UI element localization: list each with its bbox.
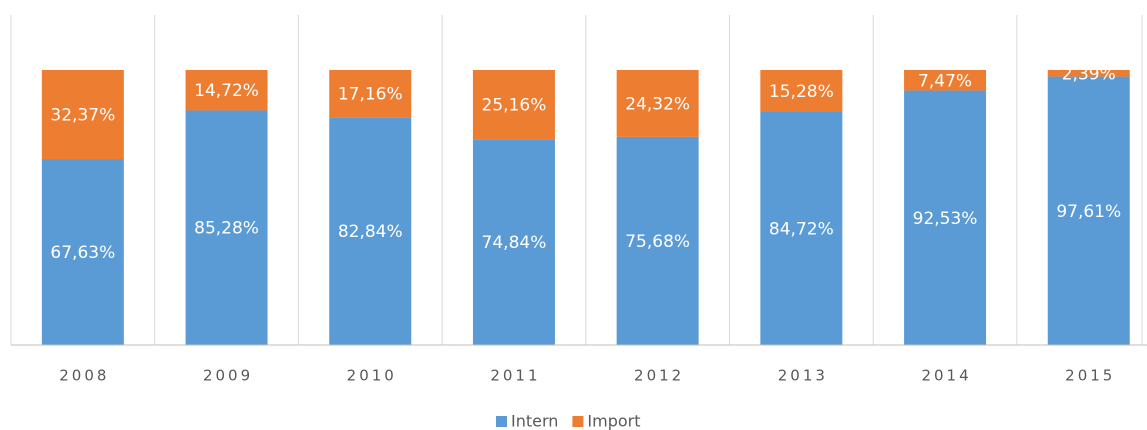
data-label: 17,16%: [338, 85, 403, 105]
data-label: 92,53%: [913, 209, 978, 229]
bar-segment: [616, 70, 699, 137]
x-tick-label: 2012: [634, 367, 684, 385]
x-tick-label: 2010: [347, 367, 397, 385]
data-label: 24,32%: [625, 94, 690, 114]
bar-segment: [760, 70, 843, 113]
x-tick-label: 2008: [59, 367, 109, 385]
x-tick-label: 2014: [921, 367, 971, 385]
bar-segment: [41, 159, 124, 345]
data-label: 15,28%: [769, 82, 834, 102]
bar-segment: [1047, 76, 1130, 345]
data-label: 82,84%: [338, 222, 403, 242]
x-tick-label: 2015: [1065, 367, 1115, 385]
data-label: 97,61%: [1056, 202, 1121, 222]
bar-segment: [616, 136, 699, 345]
bar-segment: [472, 139, 555, 345]
data-label: 14,72%: [194, 81, 259, 101]
legend-swatch: [572, 416, 584, 427]
bar-segment: [904, 90, 987, 345]
data-label: 67,63%: [50, 243, 115, 263]
bar-segment: [760, 112, 843, 346]
data-label: 32,37%: [50, 106, 115, 126]
data-label: 2,39%: [1062, 64, 1116, 84]
legend-label: Intern: [511, 412, 558, 430]
data-label: 7,47%: [918, 71, 972, 91]
data-label: 74,84%: [482, 233, 547, 253]
bar-segment: [329, 117, 412, 345]
bar-segment: [41, 70, 124, 160]
bar-segment: [904, 70, 987, 91]
legend-swatch: [496, 416, 507, 427]
bar-segment: [1047, 70, 1130, 77]
data-label: 85,28%: [194, 219, 259, 239]
x-tick-label: 2009: [203, 367, 253, 385]
data-label: 25,16%: [482, 96, 547, 116]
data-label: 75,68%: [625, 232, 690, 252]
legend-label: Import: [587, 412, 640, 430]
x-tick-label: 2013: [778, 367, 828, 385]
bar-segment: [185, 70, 268, 111]
bar-segment: [185, 110, 268, 345]
x-tick-label: 2011: [490, 367, 540, 385]
bar-segment: [329, 70, 412, 118]
bar-segment: [472, 70, 555, 140]
data-label: 84,72%: [769, 220, 834, 240]
